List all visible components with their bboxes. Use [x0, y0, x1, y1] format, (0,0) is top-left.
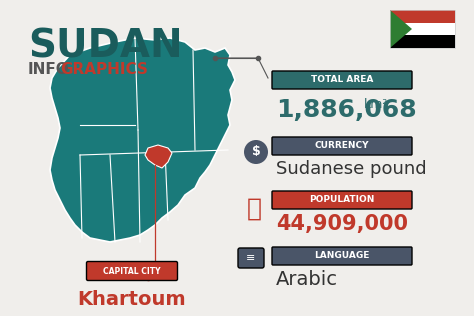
Text: ≡: ≡	[246, 253, 255, 263]
FancyBboxPatch shape	[272, 191, 412, 209]
FancyBboxPatch shape	[238, 248, 264, 268]
Polygon shape	[50, 38, 235, 242]
Circle shape	[244, 140, 268, 164]
Text: INFO: INFO	[28, 62, 70, 77]
Bar	[390, 10, 455, 23]
Text: 🚶: 🚶	[246, 197, 262, 221]
Text: km²: km²	[364, 98, 388, 111]
Text: TOTAL AREA: TOTAL AREA	[311, 76, 373, 84]
Bar	[390, 35, 455, 48]
Text: CAPITAL CITY: CAPITAL CITY	[103, 266, 161, 276]
Text: SUDAN: SUDAN	[28, 28, 182, 66]
Text: Khartoum: Khartoum	[78, 290, 186, 309]
Text: 44,909,000: 44,909,000	[276, 214, 408, 234]
FancyBboxPatch shape	[272, 137, 412, 155]
Bar	[390, 23, 455, 35]
Text: 1,886,068: 1,886,068	[276, 98, 417, 122]
Polygon shape	[145, 145, 172, 168]
Text: POPULATION: POPULATION	[310, 196, 374, 204]
Text: GRAPHICS: GRAPHICS	[60, 62, 148, 77]
Bar	[390, 10, 455, 48]
FancyBboxPatch shape	[272, 71, 412, 89]
Text: Sudanese pound: Sudanese pound	[276, 160, 427, 178]
FancyBboxPatch shape	[272, 247, 412, 265]
FancyBboxPatch shape	[86, 262, 177, 281]
Text: CURRENCY: CURRENCY	[315, 142, 369, 150]
Text: Arabic: Arabic	[276, 270, 338, 289]
Text: LANGUAGE: LANGUAGE	[314, 252, 370, 260]
Polygon shape	[390, 10, 412, 48]
Text: $: $	[252, 145, 260, 159]
